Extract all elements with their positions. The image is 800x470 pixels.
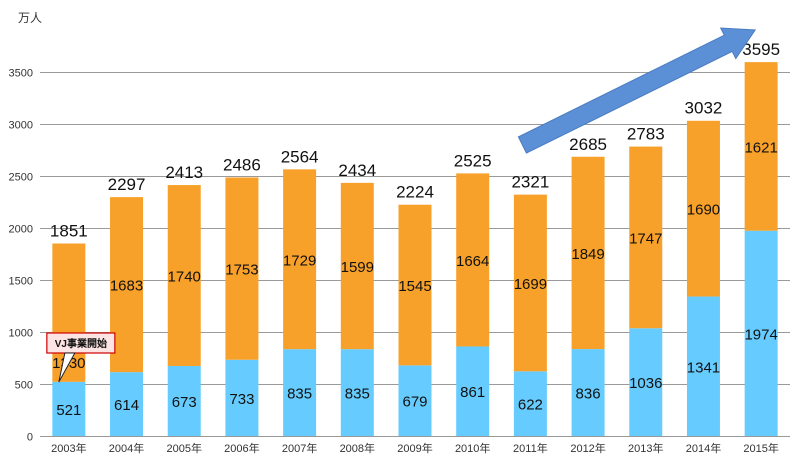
- bar-lower-2006年: [225, 359, 259, 436]
- value-label-upper-2010年: 1664: [456, 253, 489, 270]
- y-tick-label-3500: 3500: [9, 68, 33, 80]
- y-axis-ticks: 0 500 1000 1500 2000 2500 3000 3500: [9, 68, 33, 444]
- value-label-upper-2004年: 1683: [110, 278, 143, 295]
- bar-upper-2006年: [225, 177, 259, 360]
- bar-lower-2003年: [52, 381, 86, 436]
- value-label-lower-2010年: 861: [460, 384, 485, 401]
- bar-upper-2005年: [167, 185, 201, 367]
- total-label-2015年: 3595: [742, 40, 780, 59]
- x-category-label-2014年: 2014年: [686, 441, 721, 455]
- x-category-label-2009年: 2009年: [397, 441, 432, 455]
- value-label-lower-2011年: 622: [518, 397, 543, 414]
- value-label-lower-2012年: 836: [576, 386, 601, 403]
- bar-upper-2007年: [283, 169, 317, 350]
- bar-upper-2014年: [686, 120, 720, 297]
- y-tick-label-2000: 2000: [9, 224, 33, 236]
- bar-upper-2013年: [629, 146, 663, 329]
- bar-lower-2007年: [283, 349, 317, 436]
- x-category-label-2011年: 2011年: [513, 441, 548, 455]
- bar-upper-2004年: [110, 197, 144, 373]
- value-label-lower-2008年: 835: [345, 386, 370, 403]
- value-label-upper-2008年: 1599: [341, 259, 374, 276]
- total-label-2007年: 2564: [281, 147, 319, 166]
- bar-lower-2008年: [340, 349, 374, 436]
- bar-lower-2009年: [398, 365, 432, 436]
- y-tick-label-3000: 3000: [9, 120, 33, 132]
- value-label-upper-2009年: 1545: [398, 278, 431, 295]
- x-category-label-2005年: 2005年: [166, 441, 201, 455]
- x-category-label-2013年: 2013年: [628, 441, 663, 455]
- x-category-label-2003年: 2003年: [51, 441, 86, 455]
- total-label-2004年: 2297: [108, 175, 146, 194]
- total-label-2003年: 1851: [50, 221, 88, 240]
- value-label-upper-2007年: 1729: [283, 252, 316, 269]
- y-tick-label-500: 500: [15, 380, 33, 392]
- y-tick-label-0: 0: [27, 432, 33, 444]
- x-category-label-2006年: 2006年: [224, 441, 259, 455]
- x-category-label-2010年: 2010年: [455, 441, 490, 455]
- value-label-lower-2006年: 733: [229, 391, 254, 408]
- value-label-upper-2012年: 1849: [571, 246, 604, 263]
- x-category-label-2007年: 2007年: [282, 441, 317, 455]
- total-label-2008年: 2434: [338, 161, 376, 180]
- value-label-upper-2013年: 1747: [629, 230, 662, 247]
- value-label-upper-2011年: 1699: [514, 276, 547, 293]
- value-label-upper-2006年: 1753: [225, 262, 258, 279]
- bar-lower-2014年: [686, 296, 720, 436]
- value-label-lower-2009年: 679: [402, 394, 427, 411]
- total-label-2005年: 2413: [165, 163, 203, 182]
- bar-lower-2015年: [744, 230, 778, 436]
- bar-upper-2008年: [340, 182, 374, 350]
- value-label-lower-2003年: 521: [56, 402, 81, 419]
- bar-lower-2011年: [513, 371, 547, 436]
- total-label-2006年: 2486: [223, 155, 261, 174]
- value-label-lower-2014年: 1341: [687, 359, 720, 376]
- value-label-lower-2004年: 614: [114, 397, 139, 414]
- x-category-label-2015年: 2015年: [743, 441, 778, 455]
- bar-upper-2015年: [744, 62, 778, 231]
- value-label-lower-2005年: 673: [172, 394, 197, 411]
- bar-lower-2012年: [571, 349, 605, 436]
- callout-text: VJ事業開始: [55, 337, 107, 350]
- data-labels: 5211330185161416832297673174024137331753…: [50, 40, 780, 419]
- bar-lower-2010年: [456, 346, 490, 436]
- x-category-label-2008年: 2008年: [340, 441, 375, 455]
- bar-lower-2013年: [629, 328, 663, 436]
- value-label-lower-2007年: 835: [287, 386, 312, 403]
- value-label-upper-2005年: 1740: [168, 269, 201, 286]
- trend-arrow-shape: [517, 27, 757, 154]
- bar-lower-2005年: [167, 366, 201, 436]
- total-label-2013年: 2783: [627, 125, 665, 144]
- value-label-upper-2015年: 1621: [744, 139, 777, 156]
- x-axis-categories: 2003年 2004年 2005年 2006年 2007年 2008年 2009年 2010年…: [51, 441, 779, 455]
- value-label-lower-2015年: 1974: [744, 326, 777, 343]
- trend-arrow: [517, 27, 757, 154]
- bar-lower-2004年: [110, 372, 144, 436]
- bar-upper-2011年: [513, 194, 547, 372]
- y-tick-label-1500: 1500: [9, 276, 33, 288]
- callout-box: [46, 332, 116, 354]
- value-label-upper-2014年: 1690: [687, 202, 720, 219]
- bars: [52, 62, 778, 436]
- bar-upper-2012年: [571, 156, 605, 350]
- total-label-2009年: 2224: [396, 183, 434, 202]
- bar-upper-2010年: [456, 173, 490, 347]
- y-tick-label-2500: 2500: [9, 172, 33, 184]
- x-category-label-2004年: 2004年: [109, 441, 144, 455]
- total-label-2014年: 3032: [685, 99, 723, 118]
- bar-upper-2009年: [398, 204, 432, 366]
- y-tick-label-1000: 1000: [9, 328, 33, 340]
- value-label-lower-2013年: 1036: [629, 375, 662, 392]
- callout-pointer: [58, 352, 76, 383]
- x-category-label-2012年: 2012年: [570, 441, 605, 455]
- total-label-2011年: 2321: [511, 173, 549, 192]
- annotation-callout: VJ事業開始: [46, 332, 116, 383]
- y-axis-unit-label: 万人: [18, 11, 42, 25]
- total-label-2010年: 2525: [454, 151, 492, 170]
- total-label-2012年: 2685: [569, 135, 607, 154]
